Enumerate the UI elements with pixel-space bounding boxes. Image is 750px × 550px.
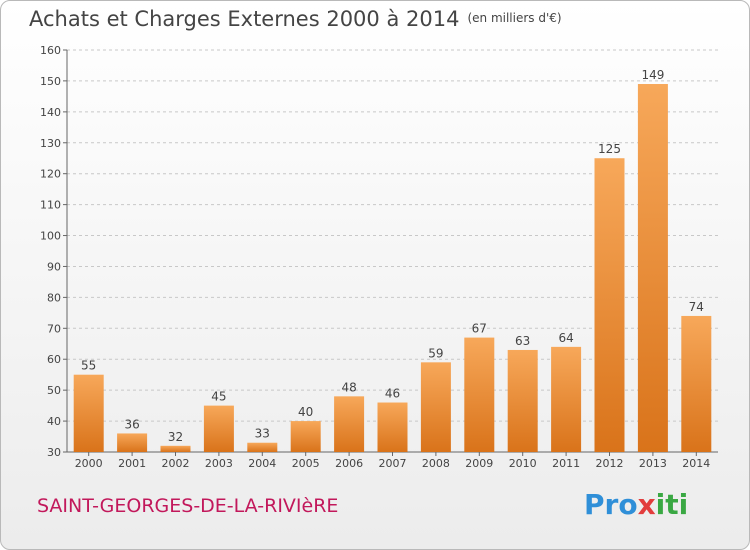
y-tick-label: 50	[47, 384, 61, 397]
labels: 30 40 50 60 70 80 90 100 110 120 130 140 150 160 55 200…	[40, 44, 710, 470]
value-label-2011: 64	[558, 331, 573, 345]
value-label-2006: 48	[341, 380, 356, 394]
x-tick-label-2011: 2011	[552, 457, 580, 470]
value-label-2012: 125	[598, 142, 621, 156]
x-tick-label-2003: 2003	[205, 457, 233, 470]
y-tick-label: 80	[47, 291, 61, 304]
logo-part-3: iti	[655, 488, 689, 521]
value-label-2013: 149	[641, 68, 664, 82]
value-label-2001: 36	[124, 417, 139, 431]
bar-2003	[203, 405, 234, 452]
x-tick-label-2005: 2005	[292, 457, 320, 470]
bar-2002	[160, 445, 191, 452]
bar-2001	[117, 433, 148, 452]
y-tick-label: 120	[40, 168, 61, 181]
bar-2006	[334, 396, 365, 452]
value-label-2014: 74	[689, 300, 704, 314]
chart-title: Achats et Charges Externes 2000 à 2014 (e…	[29, 7, 562, 31]
bar-2011	[551, 346, 582, 452]
bar-2013	[637, 84, 668, 452]
proxiti-logo: Proxiti	[584, 488, 688, 521]
y-tick-label: 110	[40, 199, 61, 212]
x-tick-label-2002: 2002	[162, 457, 190, 470]
value-label-2010: 63	[515, 334, 530, 348]
y-tick-label: 130	[40, 137, 61, 150]
x-tick-label-2001: 2001	[118, 457, 146, 470]
value-label-2005: 40	[298, 405, 313, 419]
x-tick-label-2009: 2009	[465, 457, 493, 470]
x-tick-label-2008: 2008	[422, 457, 450, 470]
x-tick-label-2010: 2010	[509, 457, 537, 470]
x-tick-label-2004: 2004	[248, 457, 276, 470]
bars	[73, 84, 712, 452]
value-label-2002: 32	[168, 430, 183, 444]
logo-part-2: x	[637, 488, 656, 521]
y-tick-label: 140	[40, 106, 61, 119]
y-tick-label: 70	[47, 322, 61, 335]
value-label-2003: 45	[211, 390, 226, 404]
y-tick-label: 90	[47, 260, 61, 273]
value-label-2009: 67	[472, 322, 487, 336]
value-label-2004: 33	[255, 427, 270, 441]
bar-2012	[594, 158, 625, 452]
y-tick-label: 150	[40, 75, 61, 88]
x-tick-label-2014: 2014	[682, 457, 710, 470]
x-tick-label-2000: 2000	[75, 457, 103, 470]
bar-2004	[247, 442, 278, 452]
chart-unit: (en milliers d'€)	[467, 11, 562, 25]
bar-2014	[681, 315, 712, 452]
bar-2007	[377, 402, 408, 452]
y-tick-label: 30	[47, 446, 61, 459]
x-tick-label-2012: 2012	[596, 457, 624, 470]
chart-title-text: Achats et Charges Externes 2000 à 2014	[29, 7, 460, 31]
y-tick-label: 60	[47, 353, 61, 366]
y-tick-label: 160	[40, 44, 61, 57]
value-label-2007: 46	[385, 387, 400, 401]
x-tick-label-2007: 2007	[379, 457, 407, 470]
x-tick-label-2006: 2006	[335, 457, 363, 470]
bar-2009	[464, 337, 495, 452]
bar-2000	[73, 374, 104, 452]
x-tick-label-2013: 2013	[639, 457, 667, 470]
bar-2010	[507, 349, 538, 452]
commune-name: SAINT-GEORGES-DE-LA-RIVIèRE	[37, 495, 339, 517]
value-label-2000: 55	[81, 359, 96, 373]
y-tick-label: 40	[47, 415, 61, 428]
logo-part-1: Pro	[584, 488, 638, 521]
bar-2008	[420, 362, 451, 452]
bar-2005	[290, 421, 321, 452]
y-tick-label: 100	[40, 230, 61, 243]
value-label-2008: 59	[428, 346, 443, 360]
